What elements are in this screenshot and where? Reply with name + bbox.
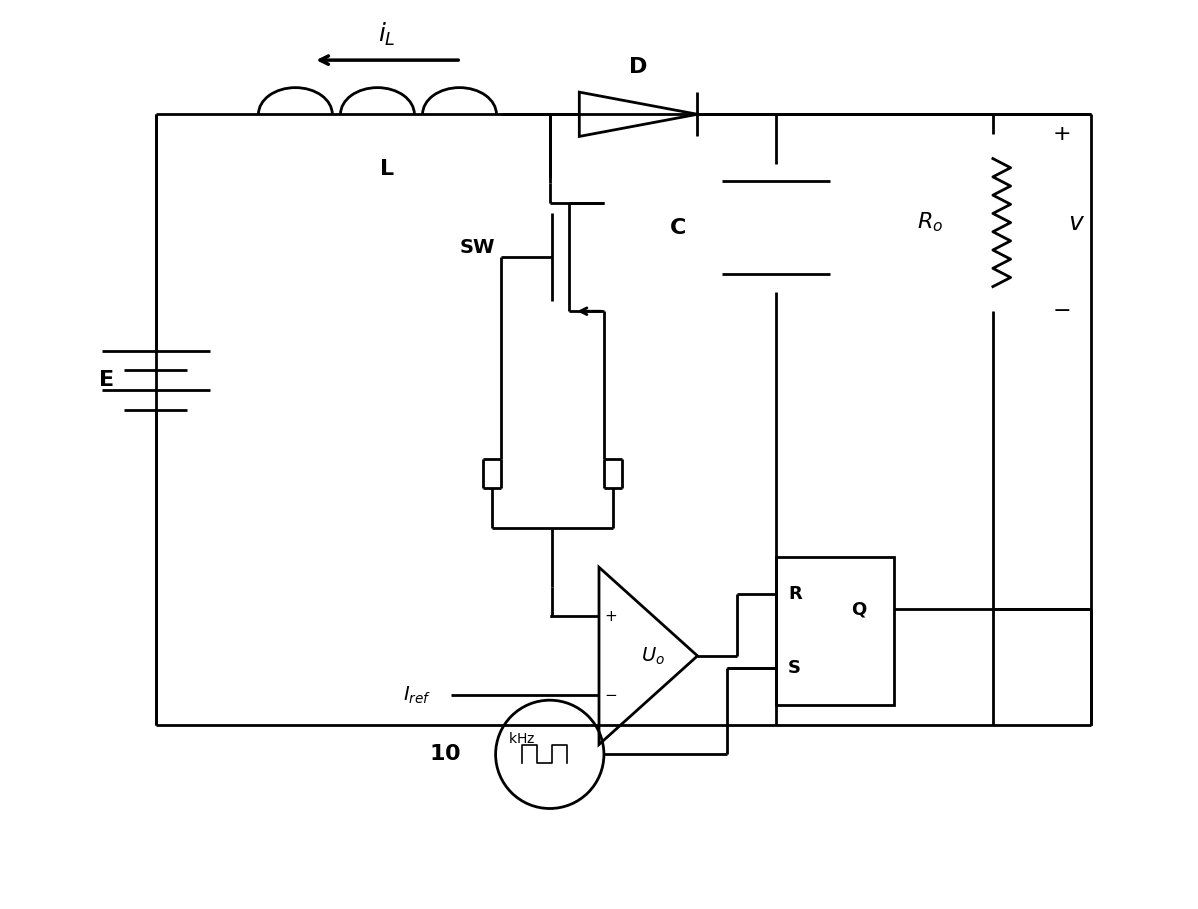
Text: $R_o$: $R_o$: [918, 211, 944, 235]
Text: $v$: $v$: [1069, 211, 1085, 235]
Text: R: R: [788, 585, 801, 604]
Bar: [776, 557, 895, 705]
Text: $\mathbf{10}$: $\mathbf{10}$: [429, 744, 461, 764]
Text: SW: SW: [460, 238, 496, 256]
Text: −: −: [1053, 301, 1071, 321]
Text: +: +: [1053, 124, 1071, 144]
Text: D: D: [629, 57, 648, 77]
Text: $\boldsymbol{i_L}$: $\boldsymbol{i_L}$: [379, 21, 397, 48]
Text: $\rm{kHz}$: $\rm{kHz}$: [508, 732, 536, 746]
Text: $I_{ref}$: $I_{ref}$: [404, 684, 431, 706]
Text: L: L: [380, 158, 394, 178]
Text: C: C: [670, 217, 686, 237]
Text: $U_o$: $U_o$: [641, 645, 665, 666]
Text: E: E: [99, 370, 114, 390]
Text: S: S: [788, 659, 801, 677]
Text: +: +: [605, 609, 617, 624]
Text: Q: Q: [852, 600, 866, 618]
Text: −: −: [605, 688, 617, 703]
